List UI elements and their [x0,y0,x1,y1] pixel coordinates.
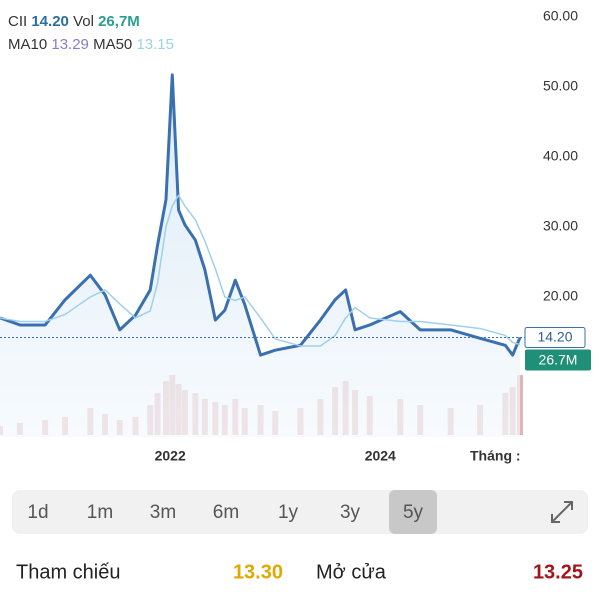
y-tick-label: 20.00 [543,288,578,304]
ticker: CII [8,13,27,30]
expand-icon[interactable] [551,501,573,523]
range-tab[interactable]: 6m [213,502,239,523]
quote-value: 13.30 [233,561,283,583]
ma-line [0,194,521,347]
range-tab[interactable]: 5y [403,502,424,523]
header-line: MA10 13.29 MA50 13.15 [8,36,174,53]
price-tag: 14.20 [537,328,572,344]
quotes: Tham chiếu 13.30 Mở cửa 13.25 [16,561,583,583]
volume-tag: 26.7M [539,351,578,367]
quote-value: 13.25 [533,561,583,583]
volume-tag-box [525,349,591,371]
ma10-label: MA10 [8,36,47,53]
selected-tab-bg [389,490,437,534]
y-tick-label: 50.00 [543,78,578,94]
plot [0,73,523,437]
tabs: 1d 1m 3m 6m 1y 3y 5y [27,490,437,534]
price-line [0,73,522,357]
range-tab[interactable]: 1y [278,502,299,523]
y-tick-label: 60.00 [543,8,578,24]
y-tick-label: 30.00 [543,218,578,234]
x-axis-label: Tháng : [470,448,521,464]
price: 14.20 [31,13,69,30]
vol-label: Vol [73,13,94,30]
y-tick-label: 40.00 [543,148,578,164]
header-line: CII 14.20 Vol 26,7M [8,13,140,30]
range-tab[interactable]: 1m [87,502,113,523]
price-tag-box [524,327,586,349]
tab-bar [12,490,588,534]
range-tab[interactable]: 1d [27,502,48,523]
quote-label: Mở cửa [316,561,387,583]
ma50: 13.15 [136,36,174,53]
range-tab[interactable]: 3y [340,502,361,523]
x-tick-label: 2022 [155,448,186,464]
range-tab[interactable]: 3m [150,502,176,523]
quote-label: Tham chiếu [16,561,121,583]
ma50-label: MA50 [93,36,132,53]
ma10: 13.29 [51,36,89,53]
vol: 26,7M [98,13,140,30]
x-tick-label: 2024 [365,448,396,464]
price-area [0,74,520,437]
